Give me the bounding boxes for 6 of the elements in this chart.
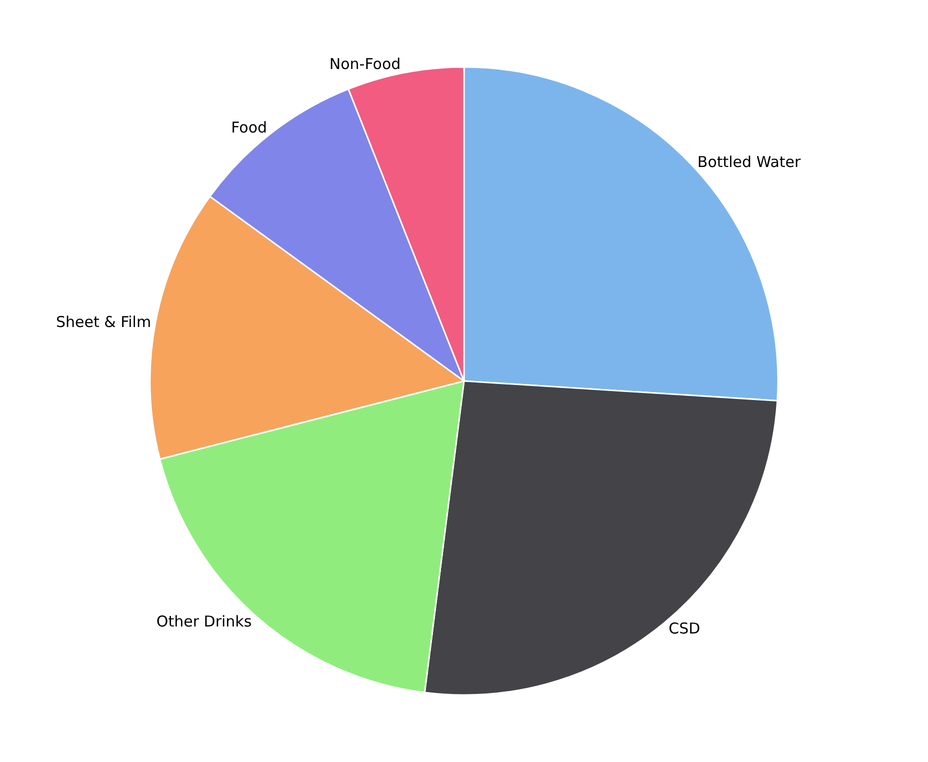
- slice-label: CSD: [668, 619, 700, 638]
- slice-label: Sheet & Film: [56, 312, 152, 331]
- slice-label: Bottled Water: [697, 152, 802, 171]
- slice-label: Non-Food: [329, 54, 401, 73]
- slice-label: Food: [231, 118, 268, 136]
- slice-label: Other Drinks: [156, 612, 252, 631]
